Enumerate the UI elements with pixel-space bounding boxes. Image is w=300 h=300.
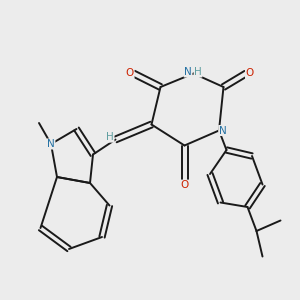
Text: O: O (126, 68, 134, 79)
Text: O: O (245, 68, 254, 79)
Text: H: H (106, 132, 114, 142)
Text: H: H (194, 67, 202, 77)
Text: N: N (219, 125, 226, 136)
Text: N: N (184, 67, 192, 77)
Text: O: O (180, 180, 189, 190)
Text: N: N (47, 139, 55, 149)
